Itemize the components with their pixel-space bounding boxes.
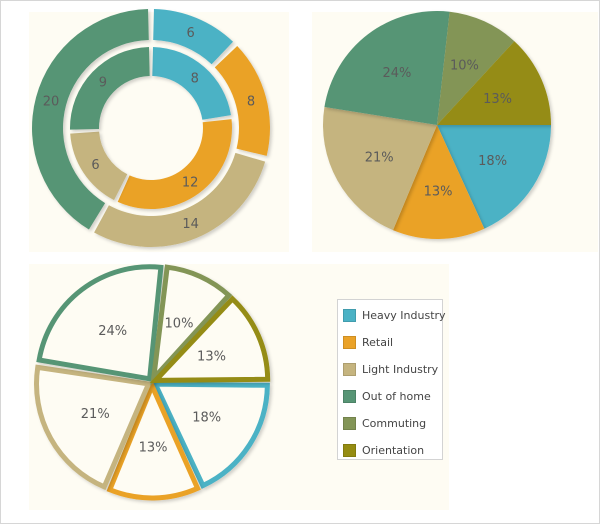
donut-inner-slice-retail (117, 119, 232, 209)
legend-label: Orientation (362, 443, 425, 457)
donut-outer-label-retail: 8 (247, 95, 255, 110)
outline-label-orientation: 13% (197, 349, 226, 364)
pie-slice-heavy-industry (437, 125, 551, 229)
donut-chart: 6 8 14 20 8 12 6 9 (31, 9, 271, 247)
legend-swatch (343, 416, 356, 430)
outline-label-out-of-home: 24% (98, 324, 127, 339)
outline-slice-commuting (150, 264, 233, 386)
donut-inner-slice-out-of-home (70, 47, 150, 130)
pie-slice-orientation (437, 41, 551, 125)
donut-outer-slice-out-of-home (31, 9, 149, 230)
legend-label: Heavy Industry (362, 308, 446, 322)
donut-outer-label-heavy-industry: 6 (186, 26, 194, 41)
legend-label: Out of home (362, 389, 431, 403)
outline-label-heavy-industry: 18% (192, 411, 221, 426)
pie-label-orientation: 13% (483, 92, 512, 107)
donut-inner-label-light-industry: 6 (91, 158, 99, 173)
outline-label-retail: 13% (139, 440, 168, 455)
pie-label-retail: 13% (424, 185, 453, 200)
legend-swatch (343, 335, 356, 349)
donut-inner-label-out-of-home: 9 (99, 76, 107, 91)
pie-chart: 18% 13% 21% 24% 10% 13% (323, 11, 551, 239)
pie-slice-retail (392, 125, 485, 239)
outline-slice-heavy-industry (151, 381, 270, 489)
outline-slice-out-of-home (36, 264, 164, 382)
pie-label-commuting: 10% (450, 58, 479, 73)
outline-label-commuting: 10% (165, 316, 194, 331)
donut-inner-label-heavy-industry: 8 (191, 71, 199, 86)
legend-item-commuting: Commuting (343, 416, 426, 430)
legend-label: Commuting (362, 416, 427, 430)
outline-slice-retail (106, 379, 201, 501)
legend-item-orientation: Orientation (343, 443, 424, 457)
donut-outer-slice-light-industry (94, 152, 266, 247)
outline-label-light-industry: 21% (81, 407, 110, 422)
outline-pie-chart: 18% 13% 21% 24% 10% 13% (34, 264, 271, 501)
legend-swatch (343, 443, 356, 457)
pie-label-out-of-home: 24% (383, 66, 412, 81)
donut-outer-slice-retail (214, 45, 271, 156)
legend-item-out-of-home: Out of home (343, 389, 431, 403)
donut-inner-slice-light-industry (70, 131, 128, 201)
legend-label: Retail (362, 335, 394, 349)
outline-slice-orientation (149, 295, 271, 383)
donut-inner-label-retail: 12 (182, 175, 199, 190)
donut-outer-label-out-of-home: 20 (43, 95, 60, 110)
pie-label-light-industry: 21% (365, 151, 394, 166)
outline-slice-light-industry (34, 364, 153, 491)
legend-label: Light Industry (362, 362, 439, 376)
legend-swatch (343, 362, 356, 376)
donut-outer-label-light-industry: 14 (182, 217, 199, 232)
legend-item-light-industry: Light Industry (343, 362, 438, 376)
pie-slice-light-industry (323, 106, 437, 231)
pie-label-heavy-industry: 18% (478, 154, 507, 169)
chart-legend: Heavy Industry Retail Light Industry Out… (337, 299, 446, 460)
legend-swatch (343, 389, 356, 403)
legend-item-heavy-industry: Heavy Industry (343, 308, 446, 322)
pie-slice-commuting (437, 11, 515, 125)
legend-item-retail: Retail (343, 335, 393, 349)
donut-outer-slice-heavy-industry (153, 9, 234, 65)
donut-inner-slice-heavy-industry (152, 47, 231, 120)
pie-slice-out-of-home (324, 11, 450, 126)
legend-swatch (343, 308, 356, 322)
